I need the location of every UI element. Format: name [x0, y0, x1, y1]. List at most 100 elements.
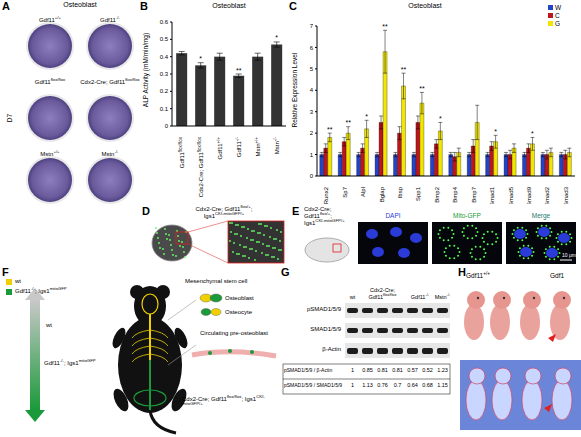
- html-text:Gdf11flox/flox: Gdf11flox/flox: [34, 77, 66, 85]
- svg-text:Gdf11flox/flox: Gdf11flox/flox: [177, 136, 185, 168]
- svg-text:Bglap: Bglap: [379, 186, 385, 202]
- svg-text:1: 1: [310, 152, 314, 158]
- svg-text:*: *: [439, 115, 442, 122]
- html-text:F: F: [2, 266, 9, 278]
- svg-text:Bmp7: Bmp7: [471, 186, 477, 202]
- html-text:Mstn+/+: Mstn+/+: [40, 149, 60, 157]
- html-text:Gdf1: Gdf1: [550, 272, 565, 279]
- svg-text:0.4: 0.4: [160, 54, 169, 60]
- svg-text:Cdx2-Cre; Gdf11flox/flox: Cdx2-Cre; Gdf11flox/flox: [196, 136, 204, 197]
- html-text:pSMAD1/5/9: pSMAD1/5/9: [307, 306, 341, 312]
- html-text:0.81: 0.81: [392, 367, 403, 373]
- svg-text:**: **: [327, 126, 333, 133]
- html-text:Gdf11-/-: Gdf11-/-: [410, 292, 430, 300]
- svg-text:Smad1: Smad1: [489, 186, 495, 204]
- html-text:Cdx2-Cre; Gdf11flox/flox: Cdx2-Cre; Gdf11flox/flox: [368, 287, 397, 300]
- html-text:Cdx2-Cre; Gdf11flox/+;: Cdx2-Cre; Gdf11flox/+;: [195, 204, 253, 212]
- html-text:SMAD1/5/9: SMAD1/5/9: [310, 326, 341, 332]
- svg-text:7: 7: [310, 23, 314, 29]
- html-text:W: W: [555, 3, 562, 11]
- html-text:Mito-GFP: Mito-GFP: [453, 212, 481, 219]
- svg-text:3: 3: [310, 109, 314, 115]
- html-text:Osteoblast: Osteoblast: [212, 2, 246, 9]
- html-text:Osteocyte: Osteocyte: [225, 309, 252, 315]
- html-text:Mstn-/-: Mstn-/-: [434, 292, 451, 300]
- html-text:D7: D7: [6, 113, 13, 123]
- svg-text:Smad9: Smad9: [526, 186, 532, 204]
- html-text:0.85: 0.85: [362, 367, 373, 373]
- html-text:Cdx2-Cre; Gdf11flox/flox: Cdx2-Cre; Gdf11flox/flox: [80, 77, 140, 85]
- html-text:A: A: [2, 0, 10, 12]
- html-text:wt: wt: [15, 278, 21, 284]
- svg-text:**: **: [382, 23, 388, 30]
- html-text:H: H: [458, 266, 466, 278]
- svg-text:4: 4: [310, 87, 314, 93]
- svg-text:Runx2: Runx2: [323, 186, 329, 204]
- html-text:B: B: [140, 0, 148, 12]
- html-text:Igs1CKI-mitoGFP/+: Igs1CKI-mitoGFP/+: [203, 211, 245, 219]
- svg-text:Ibsp: Ibsp: [397, 186, 403, 198]
- html-text:Cdx2-Cre; Gdf11flox/flox; Igs1: Cdx2-Cre; Gdf11flox/flox; Igs1CKI-mitoGF…: [182, 394, 265, 406]
- html-text:β-Actin: β-Actin: [322, 346, 341, 352]
- html-text:ALP Activity (mM/min/mg): ALP Activity (mM/min/mg): [142, 32, 149, 108]
- svg-text:*: *: [275, 34, 278, 41]
- svg-text:Gdf11-/-: Gdf11-/-: [234, 137, 242, 158]
- svg-text:Spp1: Spp1: [415, 186, 421, 201]
- html-text:Circulating pre-osteoblast: Circulating pre-osteoblast: [200, 330, 268, 336]
- svg-text:Alpl: Alpl: [360, 187, 366, 197]
- html-text:wt: wt: [349, 294, 356, 300]
- svg-text:*: *: [199, 55, 202, 62]
- svg-text:6: 6: [310, 45, 314, 51]
- svg-text:0.5: 0.5: [160, 36, 169, 42]
- html-text:Gdf11flox/+;: Gdf11flox/+;: [304, 211, 332, 219]
- html-text:pSMAD1/5/9 / β-Actin: pSMAD1/5/9 / β-Actin: [284, 367, 333, 373]
- svg-text:Mstn+/+: Mstn+/+: [253, 137, 261, 157]
- html-text:Merge: Merge: [531, 212, 551, 219]
- svg-text:Mstn-/-: Mstn-/-: [272, 137, 280, 155]
- svg-text:Smad3: Smad3: [563, 186, 569, 204]
- svg-text:0.1: 0.1: [160, 106, 169, 112]
- html-text:G: G: [281, 266, 290, 278]
- svg-text:*: *: [531, 130, 534, 137]
- html-text:Gdf11-/-; Igs1mitoGFP: Gdf11-/-; Igs1mitoGFP: [15, 286, 67, 294]
- svg-text:0: 0: [310, 173, 314, 179]
- svg-text:Bmp4: Bmp4: [452, 186, 458, 202]
- svg-text:2: 2: [310, 130, 314, 136]
- html-text:Mesenchymal stem cell: Mesenchymal stem cell: [185, 278, 248, 284]
- svg-text:**: **: [419, 85, 425, 92]
- svg-text:**: **: [401, 66, 407, 73]
- svg-text:Bmp2: Bmp2: [434, 186, 440, 202]
- svg-text:*: *: [365, 113, 368, 120]
- html-text:DAPI: DAPI: [385, 212, 401, 219]
- html-text:Igs1CKI-mitoGFP/+: Igs1CKI-mitoGFP/+: [304, 218, 345, 226]
- svg-text:0.3: 0.3: [160, 71, 169, 77]
- html-text:wt: wt: [46, 322, 52, 328]
- html-text:Cdx2-Cre;: Cdx2-Cre;: [304, 206, 332, 212]
- html-text:Gdf11-/-: Gdf11-/-: [100, 15, 120, 23]
- html-text:10 μm: 10 μm: [562, 252, 576, 258]
- html-text:D: D: [142, 205, 150, 217]
- svg-text:Gdf11+/+: Gdf11+/+: [215, 137, 223, 160]
- svg-text:Smad2: Smad2: [544, 186, 550, 204]
- html-text:Osteoblast: Osteoblast: [225, 295, 254, 301]
- html-text:Gdf11-/-; Igs1mitoGFP: Gdf11-/-; Igs1mitoGFP: [44, 358, 96, 366]
- svg-text:0: 0: [165, 123, 169, 129]
- html-text:Gdf11+/+: Gdf11+/+: [466, 270, 490, 279]
- svg-text:0.6: 0.6: [160, 19, 169, 25]
- html-text:Relative Expression Level: Relative Expression Level: [291, 52, 298, 128]
- html-text:G: G: [555, 19, 561, 27]
- svg-text:5: 5: [310, 66, 314, 72]
- html-text:C: C: [289, 0, 297, 12]
- html-text:E: E: [292, 205, 300, 217]
- svg-text:**: **: [345, 119, 351, 126]
- svg-text:Sp7: Sp7: [342, 186, 348, 197]
- html-text:Osteoblast: Osteoblast: [408, 2, 442, 9]
- html-text:Mstn-/-: Mstn-/-: [101, 149, 119, 157]
- svg-text:*: *: [494, 128, 497, 135]
- html-text:Gdf11+/+: Gdf11+/+: [38, 15, 62, 23]
- svg-text:**: **: [236, 67, 242, 74]
- html-text:Osteoblast: Osteoblast: [63, 1, 97, 8]
- svg-text:Smad5: Smad5: [508, 186, 514, 204]
- html-text:0.81: 0.81: [377, 367, 388, 373]
- svg-text:0.2: 0.2: [160, 88, 169, 94]
